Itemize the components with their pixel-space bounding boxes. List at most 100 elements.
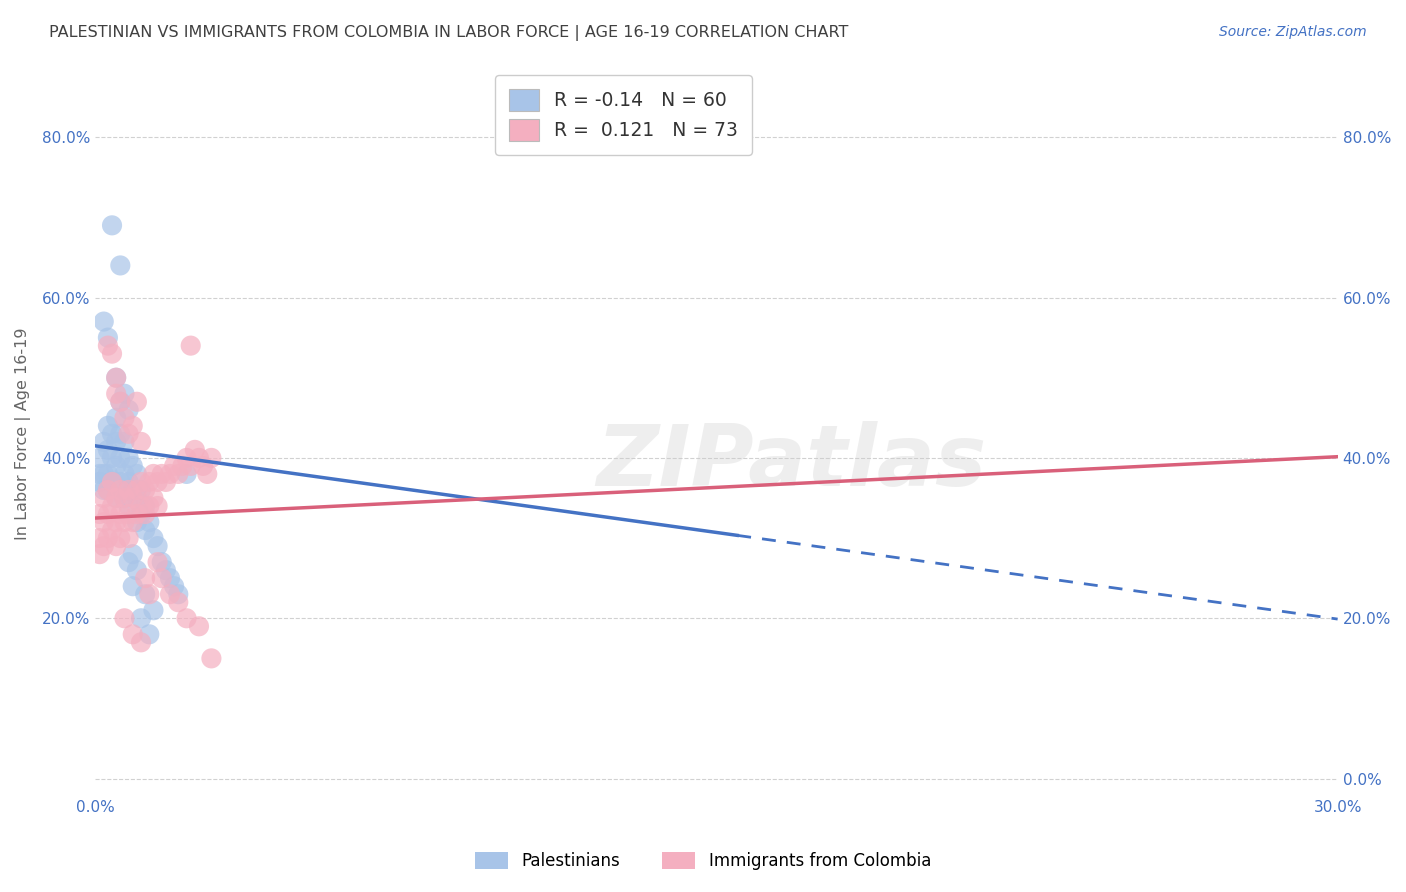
Point [97, 330, 120, 344]
Point [167, 467, 190, 481]
Point [125, 507, 148, 521]
Point [121, 483, 143, 497]
Point [176, 450, 198, 465]
Point [150, 467, 173, 481]
Point [117, 475, 139, 489]
Point [105, 539, 128, 553]
Point [114, 515, 136, 529]
Point [114, 386, 136, 401]
Point [195, 467, 218, 481]
Point [129, 483, 152, 497]
Point [180, 338, 202, 352]
Point [134, 507, 156, 521]
Point [121, 547, 143, 561]
Point [125, 515, 148, 529]
Point [110, 507, 132, 521]
Point [117, 507, 139, 521]
Point [129, 611, 152, 625]
Point [105, 491, 128, 505]
Legend: R = -0.14   N = 60, R =  0.121   N = 73: R = -0.14 N = 60, R = 0.121 N = 73 [495, 75, 752, 155]
Point [97, 442, 120, 457]
Point [114, 611, 136, 625]
Point [117, 555, 139, 569]
Point [134, 571, 156, 585]
Point [89, 467, 111, 481]
Point [138, 587, 160, 601]
Y-axis label: In Labor Force | Age 16-19: In Labor Force | Age 16-19 [15, 327, 31, 540]
Point [142, 531, 165, 545]
Point [93, 483, 115, 497]
Point [163, 458, 186, 473]
Point [121, 579, 143, 593]
Point [114, 491, 136, 505]
Point [134, 483, 156, 497]
Point [163, 579, 186, 593]
Point [188, 619, 211, 633]
Point [93, 315, 115, 329]
Point [114, 467, 136, 481]
Point [110, 483, 132, 497]
Point [117, 499, 139, 513]
Point [172, 458, 194, 473]
Point [129, 635, 152, 649]
Point [105, 434, 128, 449]
Point [184, 442, 207, 457]
Point [125, 483, 148, 497]
Point [105, 491, 128, 505]
Legend: Palestinians, Immigrants from Colombia: Palestinians, Immigrants from Colombia [468, 845, 938, 877]
Point [97, 338, 120, 352]
Point [129, 475, 152, 489]
Point [146, 555, 169, 569]
Point [93, 491, 115, 505]
Point [110, 394, 132, 409]
Point [97, 483, 120, 497]
Point [125, 467, 148, 481]
Point [89, 507, 111, 521]
Point [110, 394, 132, 409]
Point [129, 507, 152, 521]
Point [110, 450, 132, 465]
Text: PALESTINIAN VS IMMIGRANTS FROM COLOMBIA IN LABOR FORCE | AGE 16-19 CORRELATION C: PALESTINIAN VS IMMIGRANTS FROM COLOMBIA … [49, 25, 849, 41]
Point [89, 547, 111, 561]
Point [129, 434, 152, 449]
Point [125, 563, 148, 577]
Point [142, 491, 165, 505]
Point [159, 467, 181, 481]
Point [89, 450, 111, 465]
Point [117, 402, 139, 417]
Point [97, 467, 120, 481]
Point [101, 219, 124, 233]
Point [150, 555, 173, 569]
Point [93, 515, 115, 529]
Point [110, 426, 132, 441]
Point [101, 523, 124, 537]
Point [155, 563, 177, 577]
Point [159, 571, 181, 585]
Point [138, 627, 160, 641]
Point [121, 491, 143, 505]
Point [167, 595, 190, 609]
Point [200, 651, 222, 665]
Point [138, 515, 160, 529]
Point [121, 515, 143, 529]
Point [200, 450, 222, 465]
Point [105, 386, 128, 401]
Point [121, 627, 143, 641]
Text: Source: ZipAtlas.com: Source: ZipAtlas.com [1219, 25, 1367, 39]
Point [117, 483, 139, 497]
Point [114, 410, 136, 425]
Point [101, 475, 124, 489]
Point [105, 410, 128, 425]
Point [101, 450, 124, 465]
Point [121, 418, 143, 433]
Point [110, 475, 132, 489]
Point [105, 458, 128, 473]
Point [134, 523, 156, 537]
Point [89, 531, 111, 545]
Point [105, 515, 128, 529]
Point [97, 531, 120, 545]
Point [180, 458, 202, 473]
Point [117, 426, 139, 441]
Point [134, 587, 156, 601]
Point [105, 370, 128, 384]
